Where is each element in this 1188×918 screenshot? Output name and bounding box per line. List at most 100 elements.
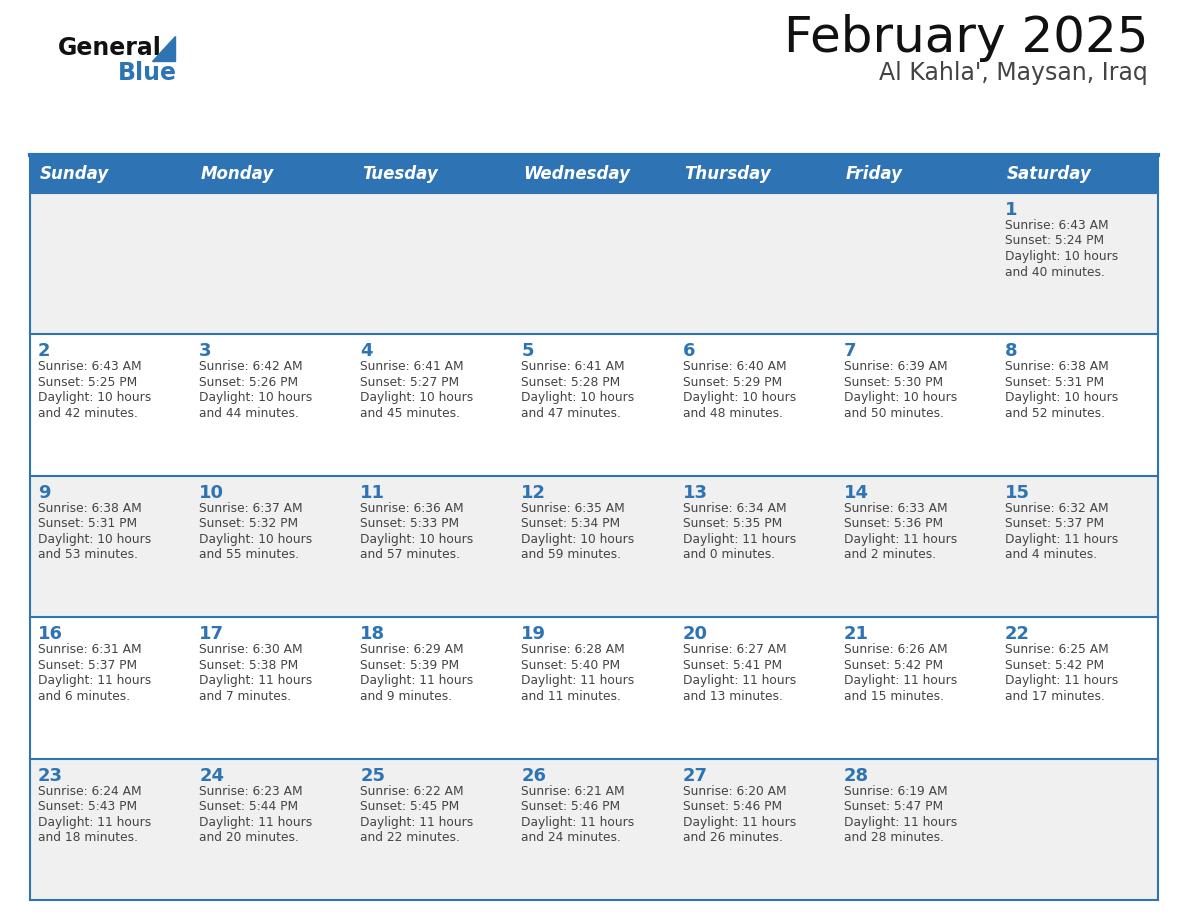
Text: Sunrise: 6:35 AM: Sunrise: 6:35 AM [522,502,625,515]
Text: Al Kahla', Maysan, Iraq: Al Kahla', Maysan, Iraq [879,61,1148,85]
Text: and 52 minutes.: and 52 minutes. [1005,407,1105,420]
Text: Sunset: 5:30 PM: Sunset: 5:30 PM [843,375,943,389]
Text: Daylight: 10 hours: Daylight: 10 hours [360,391,474,405]
Text: Sunrise: 6:23 AM: Sunrise: 6:23 AM [200,785,303,798]
Text: Blue: Blue [118,61,177,85]
Text: 26: 26 [522,767,546,785]
Text: Daylight: 11 hours: Daylight: 11 hours [522,815,634,829]
Text: Sunrise: 6:31 AM: Sunrise: 6:31 AM [38,644,141,656]
Text: 21: 21 [843,625,868,644]
Bar [30,193,1158,334]
Text: Sunrise: 6:43 AM: Sunrise: 6:43 AM [38,361,141,374]
Text: Sunset: 5:31 PM: Sunset: 5:31 PM [1005,375,1104,389]
Text: Sunset: 5:43 PM: Sunset: 5:43 PM [38,800,137,813]
Text: and 4 minutes.: and 4 minutes. [1005,548,1097,561]
Text: Daylight: 11 hours: Daylight: 11 hours [200,674,312,688]
Text: Sunrise: 6:19 AM: Sunrise: 6:19 AM [843,785,947,798]
Text: 6: 6 [683,342,695,361]
Text: Sunset: 5:38 PM: Sunset: 5:38 PM [200,659,298,672]
Text: Thursday: Thursday [684,165,771,183]
Text: 16: 16 [38,625,63,644]
Text: and 50 minutes.: and 50 minutes. [843,407,943,420]
Text: 7: 7 [843,342,857,361]
Text: and 17 minutes.: and 17 minutes. [1005,689,1105,702]
Text: Sunrise: 6:40 AM: Sunrise: 6:40 AM [683,361,786,374]
Text: Sunset: 5:35 PM: Sunset: 5:35 PM [683,518,782,531]
Text: Sunrise: 6:20 AM: Sunrise: 6:20 AM [683,785,786,798]
Text: Sunrise: 6:30 AM: Sunrise: 6:30 AM [200,644,303,656]
Text: Daylight: 11 hours: Daylight: 11 hours [1005,532,1118,546]
Text: Sunset: 5:37 PM: Sunset: 5:37 PM [38,659,137,672]
Text: 11: 11 [360,484,385,502]
Text: and 11 minutes.: and 11 minutes. [522,689,621,702]
Text: Monday: Monday [201,165,274,183]
Text: Sunset: 5:37 PM: Sunset: 5:37 PM [1005,518,1104,531]
Text: and 24 minutes.: and 24 minutes. [522,831,621,844]
Text: Sunrise: 6:38 AM: Sunrise: 6:38 AM [1005,361,1108,374]
Text: 4: 4 [360,342,373,361]
Text: Daylight: 11 hours: Daylight: 11 hours [683,532,796,546]
Text: Daylight: 11 hours: Daylight: 11 hours [360,674,474,688]
Text: and 15 minutes.: and 15 minutes. [843,689,943,702]
Text: Sunset: 5:45 PM: Sunset: 5:45 PM [360,800,460,813]
Bar [30,617,1158,758]
Text: Sunrise: 6:21 AM: Sunrise: 6:21 AM [522,785,625,798]
Text: Sunset: 5:39 PM: Sunset: 5:39 PM [360,659,460,672]
Text: Sunrise: 6:25 AM: Sunrise: 6:25 AM [1005,644,1108,656]
Text: and 13 minutes.: and 13 minutes. [683,689,783,702]
Text: and 59 minutes.: and 59 minutes. [522,548,621,561]
Text: Tuesday: Tuesday [362,165,438,183]
Bar [30,155,1158,193]
Text: Sunday: Sunday [40,165,109,183]
Text: Sunset: 5:47 PM: Sunset: 5:47 PM [843,800,943,813]
Text: Sunrise: 6:32 AM: Sunrise: 6:32 AM [1005,502,1108,515]
Text: Daylight: 11 hours: Daylight: 11 hours [522,674,634,688]
Text: 22: 22 [1005,625,1030,644]
Text: Daylight: 11 hours: Daylight: 11 hours [38,815,151,829]
Text: 19: 19 [522,625,546,644]
Text: 14: 14 [843,484,868,502]
Text: Daylight: 10 hours: Daylight: 10 hours [683,391,796,405]
Text: Sunrise: 6:36 AM: Sunrise: 6:36 AM [360,502,463,515]
Text: Friday: Friday [846,165,903,183]
Text: Sunrise: 6:37 AM: Sunrise: 6:37 AM [200,502,303,515]
Text: Sunset: 5:32 PM: Sunset: 5:32 PM [200,518,298,531]
Text: 12: 12 [522,484,546,502]
Text: 5: 5 [522,342,533,361]
Text: Sunset: 5:27 PM: Sunset: 5:27 PM [360,375,460,389]
Text: Sunrise: 6:39 AM: Sunrise: 6:39 AM [843,361,947,374]
Text: and 6 minutes.: and 6 minutes. [38,689,131,702]
Text: and 26 minutes.: and 26 minutes. [683,831,783,844]
Text: Sunrise: 6:42 AM: Sunrise: 6:42 AM [200,361,303,374]
Text: and 22 minutes.: and 22 minutes. [360,831,460,844]
Text: and 57 minutes.: and 57 minutes. [360,548,460,561]
Text: 3: 3 [200,342,211,361]
Text: General: General [58,36,162,60]
Text: Sunset: 5:26 PM: Sunset: 5:26 PM [200,375,298,389]
Text: 17: 17 [200,625,225,644]
Text: Daylight: 11 hours: Daylight: 11 hours [843,532,958,546]
Text: Daylight: 10 hours: Daylight: 10 hours [843,391,958,405]
Text: Daylight: 10 hours: Daylight: 10 hours [360,532,474,546]
Text: Wednesday: Wednesday [524,165,631,183]
Text: Sunset: 5:25 PM: Sunset: 5:25 PM [38,375,138,389]
Text: Sunrise: 6:26 AM: Sunrise: 6:26 AM [843,644,947,656]
Text: Daylight: 11 hours: Daylight: 11 hours [360,815,474,829]
Text: Sunrise: 6:33 AM: Sunrise: 6:33 AM [843,502,947,515]
Text: 20: 20 [683,625,708,644]
Text: Daylight: 11 hours: Daylight: 11 hours [843,674,958,688]
Text: 13: 13 [683,484,708,502]
Text: Sunset: 5:42 PM: Sunset: 5:42 PM [1005,659,1104,672]
Text: Sunrise: 6:38 AM: Sunrise: 6:38 AM [38,502,141,515]
Text: Sunrise: 6:43 AM: Sunrise: 6:43 AM [1005,219,1108,232]
Text: Daylight: 11 hours: Daylight: 11 hours [38,674,151,688]
Text: Sunrise: 6:41 AM: Sunrise: 6:41 AM [360,361,463,374]
Text: Daylight: 10 hours: Daylight: 10 hours [38,391,151,405]
Text: Sunrise: 6:24 AM: Sunrise: 6:24 AM [38,785,141,798]
Text: Sunset: 5:29 PM: Sunset: 5:29 PM [683,375,782,389]
Bar [30,476,1158,617]
Text: Sunrise: 6:34 AM: Sunrise: 6:34 AM [683,502,786,515]
Text: Sunset: 5:46 PM: Sunset: 5:46 PM [522,800,620,813]
Text: Sunrise: 6:29 AM: Sunrise: 6:29 AM [360,644,463,656]
Text: Daylight: 10 hours: Daylight: 10 hours [1005,391,1118,405]
